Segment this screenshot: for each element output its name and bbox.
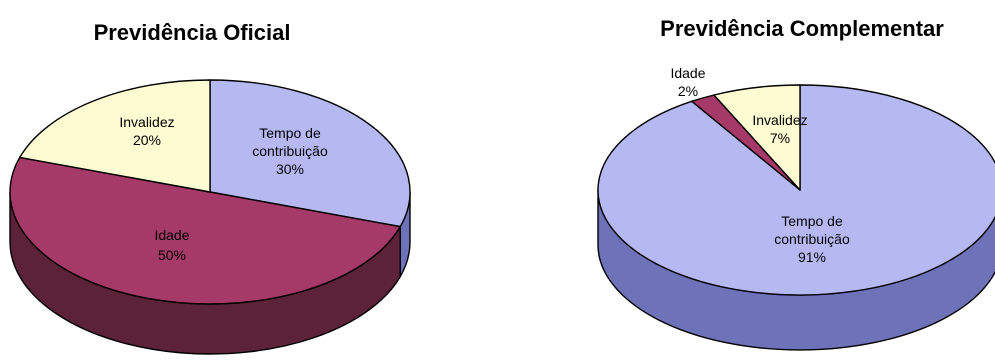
slice-label-idade: Idade 2% bbox=[670, 65, 705, 99]
slice-label-idade: Idade 50% bbox=[154, 227, 189, 263]
pie-slice-tempo-de bbox=[597, 84, 995, 296]
chart-previdencia-complementar: Previdência Complementar Tempo de contrib… bbox=[597, 16, 995, 351]
chart-previdencia-oficial: Previdência Oficial Tempo de contribuição… bbox=[9, 20, 411, 355]
chart-title: Previdência Complementar bbox=[660, 16, 944, 41]
chart-title: Previdência Oficial bbox=[94, 20, 291, 45]
pie-slice-tempo-de bbox=[209, 79, 411, 228]
slice-label-invalidez: Invalidez 20% bbox=[119, 114, 174, 148]
pie-previdencia-oficial: Tempo de contribuição 30% Idade 50% Invalidez… bbox=[9, 79, 411, 355]
pie-slice-idade bbox=[9, 156, 401, 305]
slice-label-tempo-de: Tempo de contribuição 30% bbox=[252, 125, 328, 177]
pie-previdencia-complementar: Tempo de contribuição 91% Idade 2% Invalidez 7… bbox=[597, 65, 995, 351]
slice-label-tempo-de: Tempo de contribuição 91% bbox=[774, 213, 850, 265]
slice-label-invalidez: Invalidez 7% bbox=[752, 112, 807, 146]
pie-slice-invalidez bbox=[19, 79, 211, 193]
pie-slice-invalidez bbox=[713, 84, 801, 191]
